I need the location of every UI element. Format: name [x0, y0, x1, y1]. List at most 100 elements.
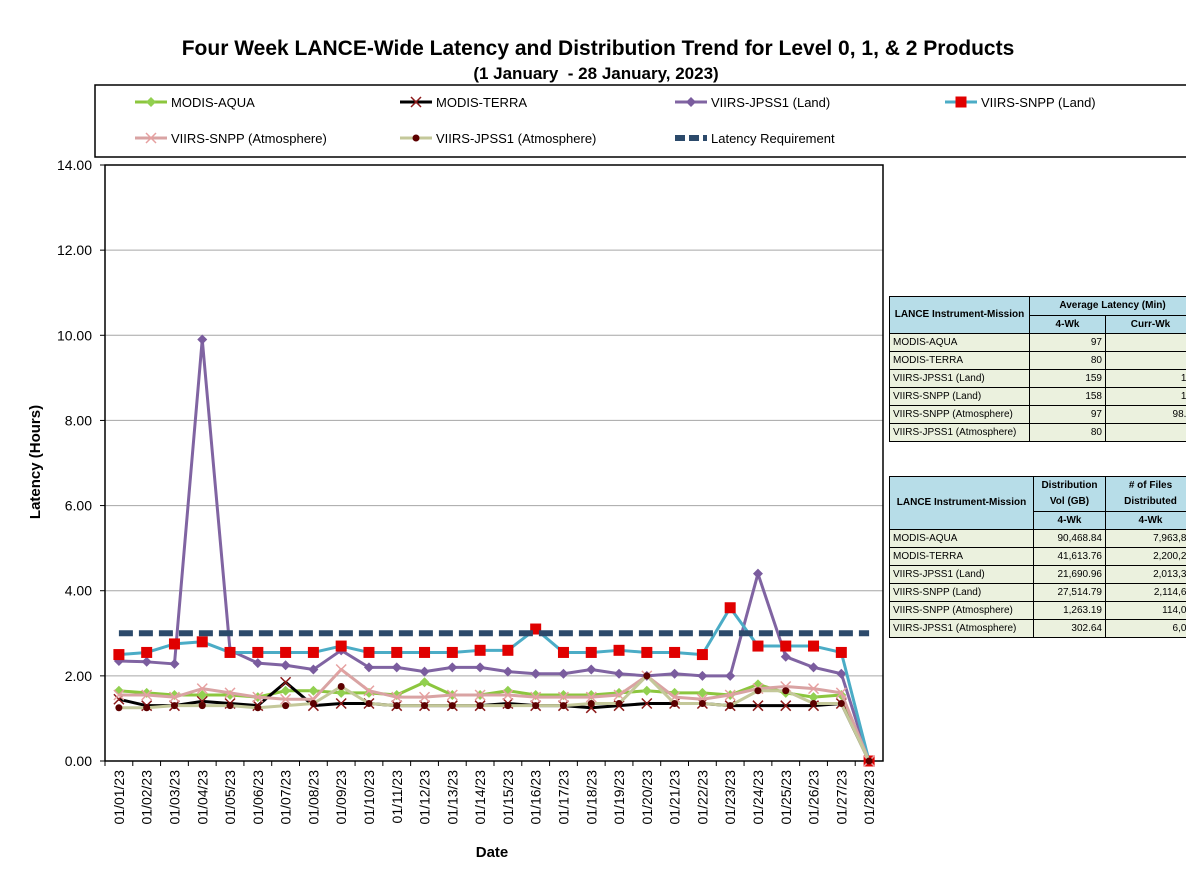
marker: [197, 334, 208, 345]
subheader-cell: 4-Wk: [1033, 511, 1106, 530]
x-tick-label: 01/27/23: [833, 770, 849, 825]
marker: [808, 640, 820, 652]
table-cell: 2,200,23: [1105, 547, 1186, 566]
marker: [252, 646, 264, 658]
marker: [280, 685, 291, 696]
y-tick-label: 14.00: [57, 157, 92, 173]
marker: [143, 704, 151, 712]
marker: [393, 702, 401, 710]
marker: [141, 689, 153, 701]
y-tick-label: 10.00: [57, 327, 92, 343]
marker: [671, 700, 679, 708]
marker: [476, 702, 484, 710]
table-cell: 2,114,62: [1105, 583, 1186, 602]
marker: [780, 651, 791, 662]
marker: [168, 691, 180, 703]
x-tick-label: 01/25/23: [778, 770, 794, 825]
marker: [641, 685, 652, 696]
table-cell: 21,690.96: [1033, 565, 1106, 584]
x-tick-label: 01/11/23: [389, 770, 405, 824]
table-cell: 80: [1029, 423, 1106, 442]
header-row: LANCE Instrument-Mission Distribution Vol…: [889, 476, 1186, 530]
y-tick-label: 2.00: [65, 668, 92, 684]
table-cell: 15: [1104, 369, 1186, 388]
marker: [586, 664, 597, 675]
header-cell: LANCE Instrument-Mission: [889, 476, 1034, 530]
marker: [419, 691, 431, 703]
table-cell: 2,013,38: [1105, 565, 1186, 584]
table-cell: VIIRS-JPSS1 (Atmosphere): [889, 619, 1034, 638]
marker: [532, 702, 540, 710]
marker: [808, 692, 819, 703]
legend-label: VIIRS-JPSS1 (Land): [711, 95, 830, 110]
marker: [752, 700, 764, 712]
table-row: MODIS-AQUA979: [889, 333, 1186, 352]
table-cell: 6,00: [1105, 619, 1186, 638]
marker: [669, 646, 681, 658]
x-tick-label: 01/19/23: [611, 770, 627, 825]
chart-subtitle: (1 January - 28 January, 2023): [473, 64, 718, 83]
marker: [474, 689, 486, 701]
header-cell: Distribution Vol (GB): [1033, 476, 1106, 512]
x-tick-label: 01/06/23: [250, 770, 266, 825]
marker: [224, 646, 236, 658]
table-cell: 7,963,83: [1105, 529, 1186, 548]
legend-label: VIIRS-SNPP (Land): [981, 95, 1096, 110]
marker: [113, 649, 125, 661]
table-cell: VIIRS-JPSS1 (Land): [889, 565, 1034, 584]
x-tick-label: 01/17/23: [555, 770, 571, 825]
marker: [168, 638, 180, 650]
x-tick-label: 01/03/23: [166, 770, 182, 825]
header-cell: # of Files Distributed: [1105, 476, 1186, 512]
marker: [252, 691, 264, 703]
marker: [835, 687, 847, 699]
marker: [696, 649, 708, 661]
table-cell: 16: [1104, 387, 1186, 406]
marker: [810, 700, 818, 708]
marker: [585, 691, 597, 703]
marker: [615, 700, 623, 708]
x-tick-label: 01/23/23: [722, 770, 738, 825]
table-cell: VIIRS-SNPP (Atmosphere): [889, 405, 1030, 424]
legend-marker: [412, 134, 420, 142]
marker: [254, 704, 262, 712]
marker: [198, 702, 206, 710]
marker: [558, 668, 569, 679]
table-cell: 97: [1029, 333, 1106, 352]
x-tick-label: 01/22/23: [694, 770, 710, 825]
marker: [335, 663, 347, 676]
legend-label: Latency Requirement: [711, 131, 835, 146]
table-cell: 159: [1029, 369, 1106, 388]
legend-marker: [410, 96, 422, 108]
marker: [557, 646, 569, 658]
legend-label: MODIS-AQUA: [171, 95, 255, 110]
legend-marker: [955, 96, 967, 108]
subheader-cell: 4-Wk: [1105, 511, 1186, 530]
x-tick-label: 01/21/23: [667, 770, 683, 825]
x-tick-label: 01/16/23: [528, 770, 544, 825]
table-cell: VIIRS-JPSS1 (Land): [889, 369, 1030, 388]
x-tick-label: 01/09/23: [333, 770, 349, 825]
y-tick-label: 4.00: [65, 583, 92, 599]
y-tick-label: 8.00: [65, 412, 92, 428]
x-tick-label: 01/28/23: [861, 770, 877, 825]
table-cell: VIIRS-SNPP (Land): [889, 387, 1030, 406]
marker: [197, 690, 208, 701]
marker: [448, 702, 456, 710]
marker: [698, 700, 706, 708]
subheader-cell: Curr-Wk: [1104, 315, 1186, 334]
marker: [447, 662, 458, 673]
marker: [725, 670, 736, 681]
marker: [752, 640, 764, 652]
marker: [363, 646, 375, 658]
table-row: MODIS-TERRA807: [889, 351, 1186, 370]
marker: [308, 664, 319, 675]
legend-label: VIIRS-SNPP (Atmosphere): [171, 131, 327, 146]
legend-box: [94, 84, 1186, 158]
x-tick-label: 01/07/23: [278, 770, 294, 825]
x-tick-label: 01/24/23: [750, 770, 766, 825]
legend-label: VIIRS-JPSS1 (Atmosphere): [436, 131, 596, 146]
table-cell: 1,263.19: [1033, 601, 1106, 620]
